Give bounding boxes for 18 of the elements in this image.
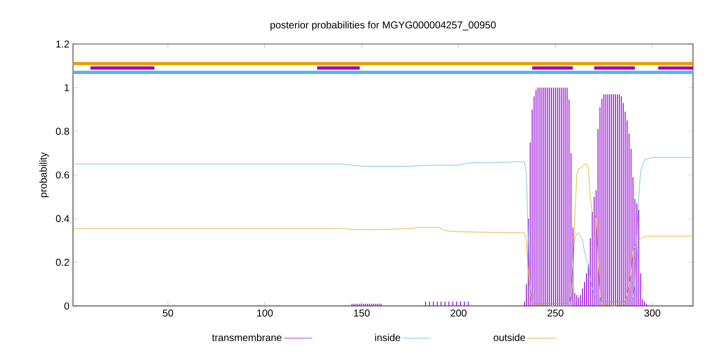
x-tick-label: 250 [548,310,564,317]
y-tick-label: 0.2 [56,258,69,266]
y-tick-label: 0.4 [56,215,70,222]
x-tick-label: 300 [644,310,660,317]
y-tick-label: 1.2 [56,40,69,48]
x-tick-label: 200 [450,310,467,317]
y-tick-label: 0.8 [56,128,70,135]
y-axis-title: probability [39,152,49,198]
chart-title: posterior probabilities for MGYG000004257_00950 [270,21,496,30]
legend-label: transmembrane [212,334,282,342]
y-tick-label: 0.6 [56,171,70,179]
legend-label: inside [375,334,400,342]
x-tick-label: 150 [354,310,370,317]
y-tick-label: 1 [64,84,69,92]
y-tick-label: 0 [64,302,70,310]
legend-label: outside [494,334,526,342]
x-tick-label: 50 [162,310,174,317]
x-tick-label: 100 [257,310,273,317]
